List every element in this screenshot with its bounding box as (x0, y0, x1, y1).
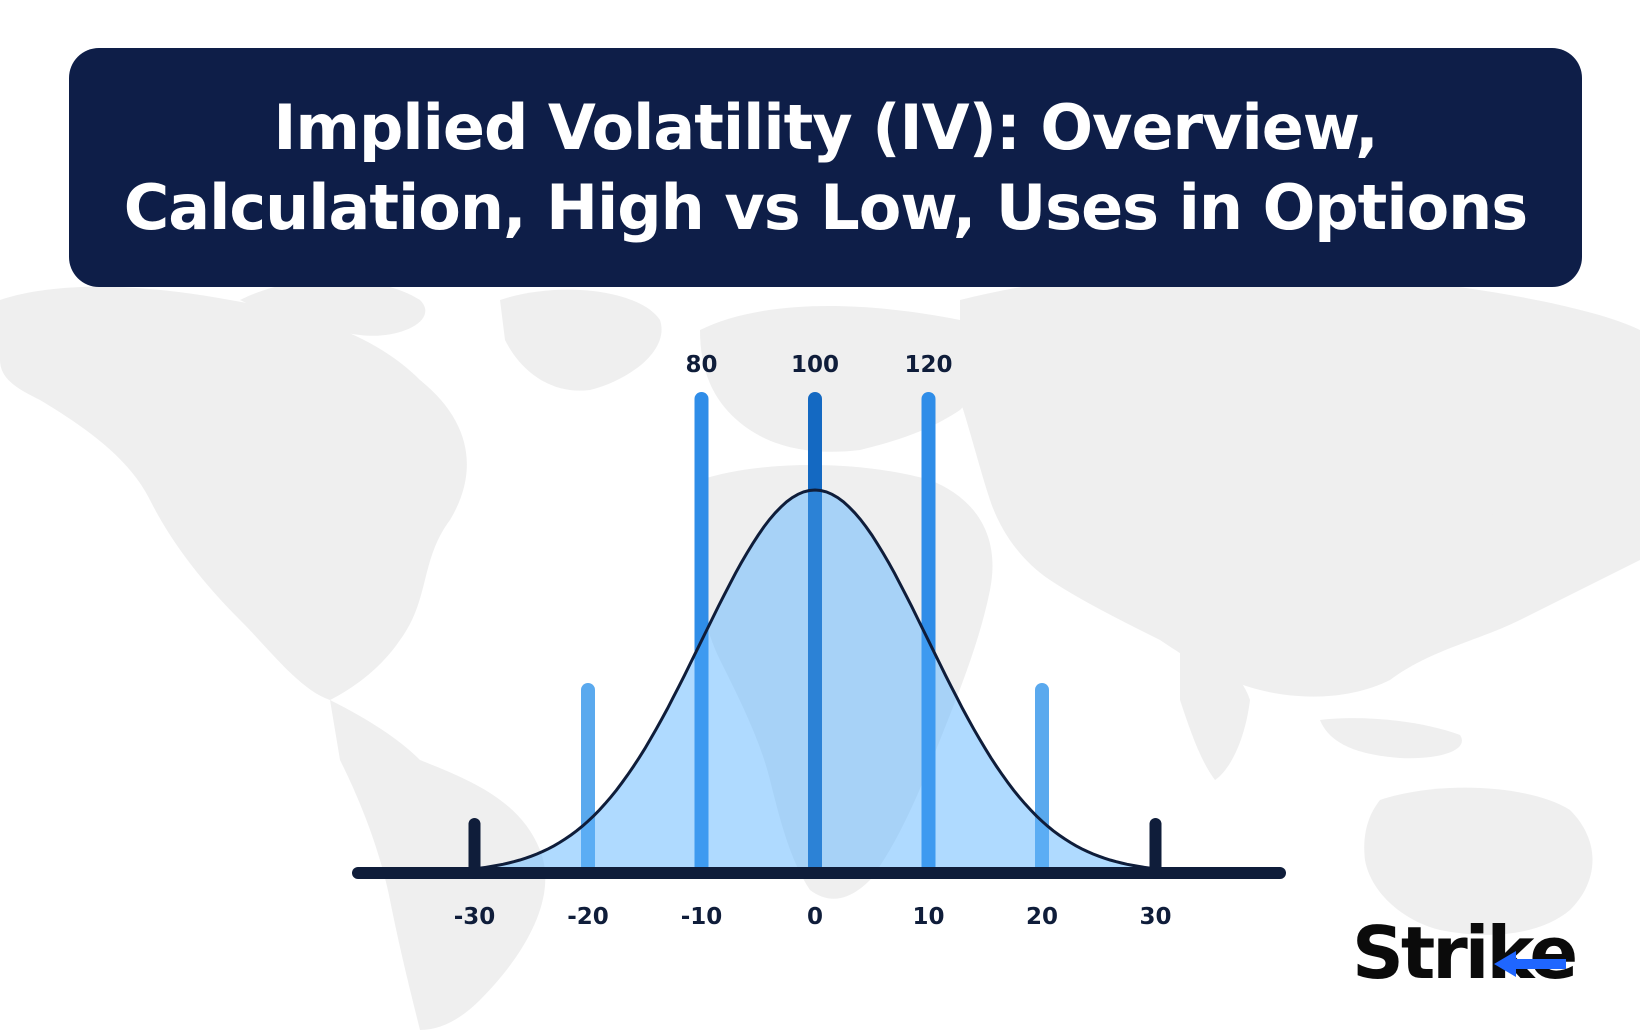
x-tick-label-0: -30 (454, 904, 496, 930)
strike-logo: Stri ke (1352, 903, 1578, 1003)
x-tick-label-4: 10 (912, 904, 944, 930)
logo-text-main: Stri (1352, 911, 1489, 995)
distribution-curve-fill (474, 490, 1156, 873)
marker-top-labels: 80 100 120 (685, 352, 952, 378)
world-map-icon (0, 269, 1640, 1030)
marker-top-label-2: 80 (685, 352, 717, 378)
x-tick-label-2: -10 (681, 904, 723, 930)
x-tick-label-6: 30 (1139, 904, 1171, 930)
x-tick-label-3: 0 (807, 904, 823, 930)
axis-ticks (468, 818, 1162, 879)
title-banner: Implied Volatility (IV): Overview, Calcu… (69, 48, 1582, 287)
marker-bar-overlay-3 (808, 490, 822, 873)
x-tick-label-1: -20 (567, 904, 609, 930)
logo-text-tail: ke (1486, 911, 1578, 995)
marker-top-label-3: 100 (791, 352, 839, 378)
title-line-1: Implied Volatility (IV): Overview, (273, 90, 1378, 164)
axis-tick-labels: -30 -20 -10 0 10 20 30 (454, 904, 1172, 930)
distribution-curve-line (474, 488, 1156, 871)
x-tick-label-5: 20 (1026, 904, 1058, 930)
title-line-2: Calculation, High vs Low, Uses in Option… (123, 170, 1528, 244)
marker-top-label-4: 120 (904, 352, 952, 378)
arrow-left-icon (1494, 951, 1567, 977)
